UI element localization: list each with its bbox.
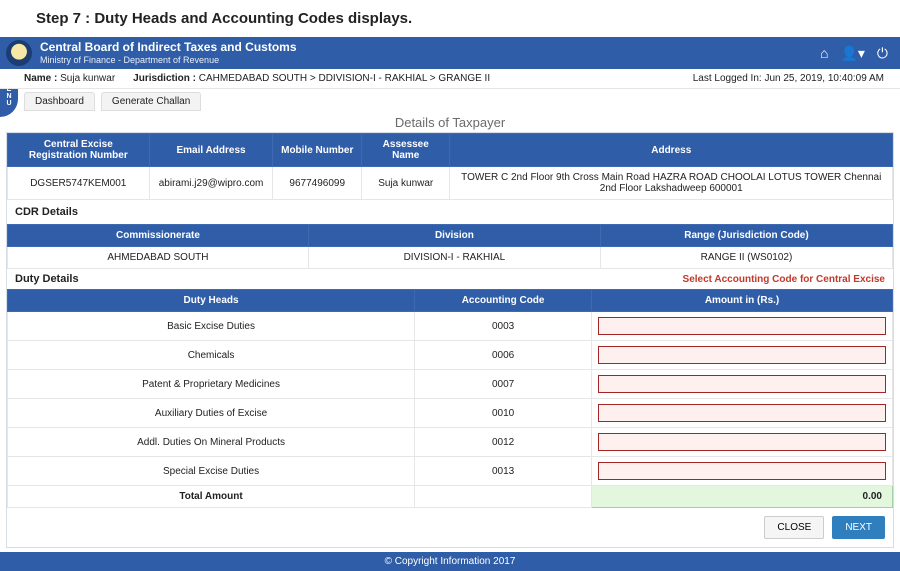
last-login: Last Logged In: Jun 25, 2019, 10:40:09 A… — [693, 73, 890, 84]
step-heading: Step 7 : Duty Heads and Accounting Codes… — [0, 0, 900, 37]
name-block: Name : Suja kunwar — [24, 73, 115, 84]
cell-email: abirami.j29@wipro.com — [149, 167, 273, 200]
table-row: DGSER5747KEM001 abirami.j29@wipro.com 96… — [8, 167, 893, 200]
table-row: Addl. Duties On Mineral Products0012 — [8, 428, 893, 457]
tab-dashboard[interactable]: Dashboard — [24, 92, 95, 111]
table-row: Patent & Proprietary Medicines0007 — [8, 370, 893, 399]
jurisdiction-block: Jurisdiction : CAHMEDABAD SOUTH > DDIVIS… — [133, 73, 490, 84]
total-spacer — [415, 486, 592, 508]
cell-accounting-code: 0007 — [415, 370, 592, 399]
amount-input[interactable] — [598, 433, 886, 451]
total-value: 0.00 — [592, 486, 893, 508]
col-accounting-code: Accounting Code — [415, 290, 592, 312]
footer: © Copyright Information 2017 — [0, 552, 900, 571]
cell-amount — [592, 399, 893, 428]
header-icons: ⌂ 👤▾ ⏻ — [820, 45, 888, 62]
cell-accounting-code: 0012 — [415, 428, 592, 457]
content-panel: Central Excise Registration Number Email… — [6, 132, 894, 548]
close-button[interactable]: CLOSE — [764, 516, 824, 539]
cell-duty-head: Addl. Duties On Mineral Products — [8, 428, 415, 457]
col-assessee: Assessee Name — [361, 134, 450, 167]
cell-address: TOWER C 2nd Floor 9th Cross Main Road HA… — [450, 167, 893, 200]
cell-registration: DGSER5747KEM001 — [8, 167, 150, 200]
cell-mobile: 9677496099 — [273, 167, 362, 200]
tab-row: Dashboard Generate Challan — [24, 89, 900, 111]
taxpayer-table: Central Excise Registration Number Email… — [7, 133, 893, 200]
jurisdiction-value: CAHMEDABAD SOUTH > DDIVISION-I - RAKHIAL… — [199, 73, 490, 84]
power-icon[interactable]: ⏻ — [877, 45, 888, 62]
cdr-table: Commissionerate Division Range (Jurisdic… — [7, 224, 893, 269]
col-duty-heads: Duty Heads — [8, 290, 415, 312]
col-range: Range (Jurisdiction Code) — [600, 225, 892, 247]
amount-input[interactable] — [598, 462, 886, 480]
cell-accounting-code: 0013 — [415, 457, 592, 486]
cdr-heading: CDR Details — [7, 200, 893, 224]
duty-heading: Duty Details — [15, 273, 79, 285]
cell-amount — [592, 341, 893, 370]
amount-input[interactable] — [598, 346, 886, 364]
table-row: Auxiliary Duties of Excise0010 — [8, 399, 893, 428]
col-commissionerate: Commissionerate — [8, 225, 309, 247]
home-icon[interactable]: ⌂ — [820, 45, 828, 62]
tab-generate-challan[interactable]: Generate Challan — [101, 92, 201, 111]
cell-accounting-code: 0003 — [415, 312, 592, 341]
button-row: CLOSE NEXT — [7, 508, 893, 547]
cell-duty-head: Special Excise Duties — [8, 457, 415, 486]
emblem-logo — [6, 40, 32, 66]
cell-accounting-code: 0006 — [415, 341, 592, 370]
cell-amount — [592, 370, 893, 399]
cell-assessee: Suja kunwar — [361, 167, 450, 200]
org-subtitle: Ministry of Finance - Department of Reve… — [40, 55, 297, 65]
org-block: Central Board of Indirect Taxes and Cust… — [40, 41, 297, 65]
cell-amount — [592, 428, 893, 457]
amount-input[interactable] — [598, 375, 886, 393]
amount-input[interactable] — [598, 404, 886, 422]
name-value: Suja kunwar — [60, 73, 115, 84]
col-address: Address — [450, 134, 893, 167]
name-label: Name : — [24, 73, 57, 84]
cell-duty-head: Patent & Proprietary Medicines — [8, 370, 415, 399]
user-icon[interactable]: 👤▾ — [840, 45, 864, 62]
table-row: Chemicals0006 — [8, 341, 893, 370]
jurisdiction-label: Jurisdiction : — [133, 73, 196, 84]
user-meta-row: Name : Suja kunwar Jurisdiction : CAHMED… — [0, 69, 900, 89]
table-row: Special Excise Duties0013 — [8, 457, 893, 486]
col-registration: Central Excise Registration Number — [8, 134, 150, 167]
total-label: Total Amount — [8, 486, 415, 508]
cell-duty-head: Chemicals — [8, 341, 415, 370]
col-division: Division — [308, 225, 600, 247]
org-title: Central Board of Indirect Taxes and Cust… — [40, 41, 297, 55]
col-email: Email Address — [149, 134, 273, 167]
cell-duty-head: Auxiliary Duties of Excise — [8, 399, 415, 428]
cell-division: DIVISION-I - RAKHIAL — [308, 247, 600, 269]
cell-amount — [592, 312, 893, 341]
app-header: Central Board of Indirect Taxes and Cust… — [0, 37, 900, 69]
col-mobile: Mobile Number — [273, 134, 362, 167]
cell-amount — [592, 457, 893, 486]
duty-header-bar: Duty Details Select Accounting Code for … — [7, 269, 893, 289]
select-code-hint: Select Accounting Code for Central Excis… — [683, 274, 885, 285]
cell-range: RANGE II (WS0102) — [600, 247, 892, 269]
table-row: Basic Excise Duties0003 — [8, 312, 893, 341]
cell-duty-head: Basic Excise Duties — [8, 312, 415, 341]
section-title: Details of Taxpayer — [0, 111, 900, 132]
next-button[interactable]: NEXT — [832, 516, 885, 539]
duty-table: Duty Heads Accounting Code Amount in (Rs… — [7, 289, 893, 508]
table-row: AHMEDABAD SOUTH DIVISION-I - RAKHIAL RAN… — [8, 247, 893, 269]
total-row: Total Amount 0.00 — [8, 486, 893, 508]
amount-input[interactable] — [598, 317, 886, 335]
cell-accounting-code: 0010 — [415, 399, 592, 428]
cell-commissionerate: AHMEDABAD SOUTH — [8, 247, 309, 269]
col-amount: Amount in (Rs.) — [592, 290, 893, 312]
